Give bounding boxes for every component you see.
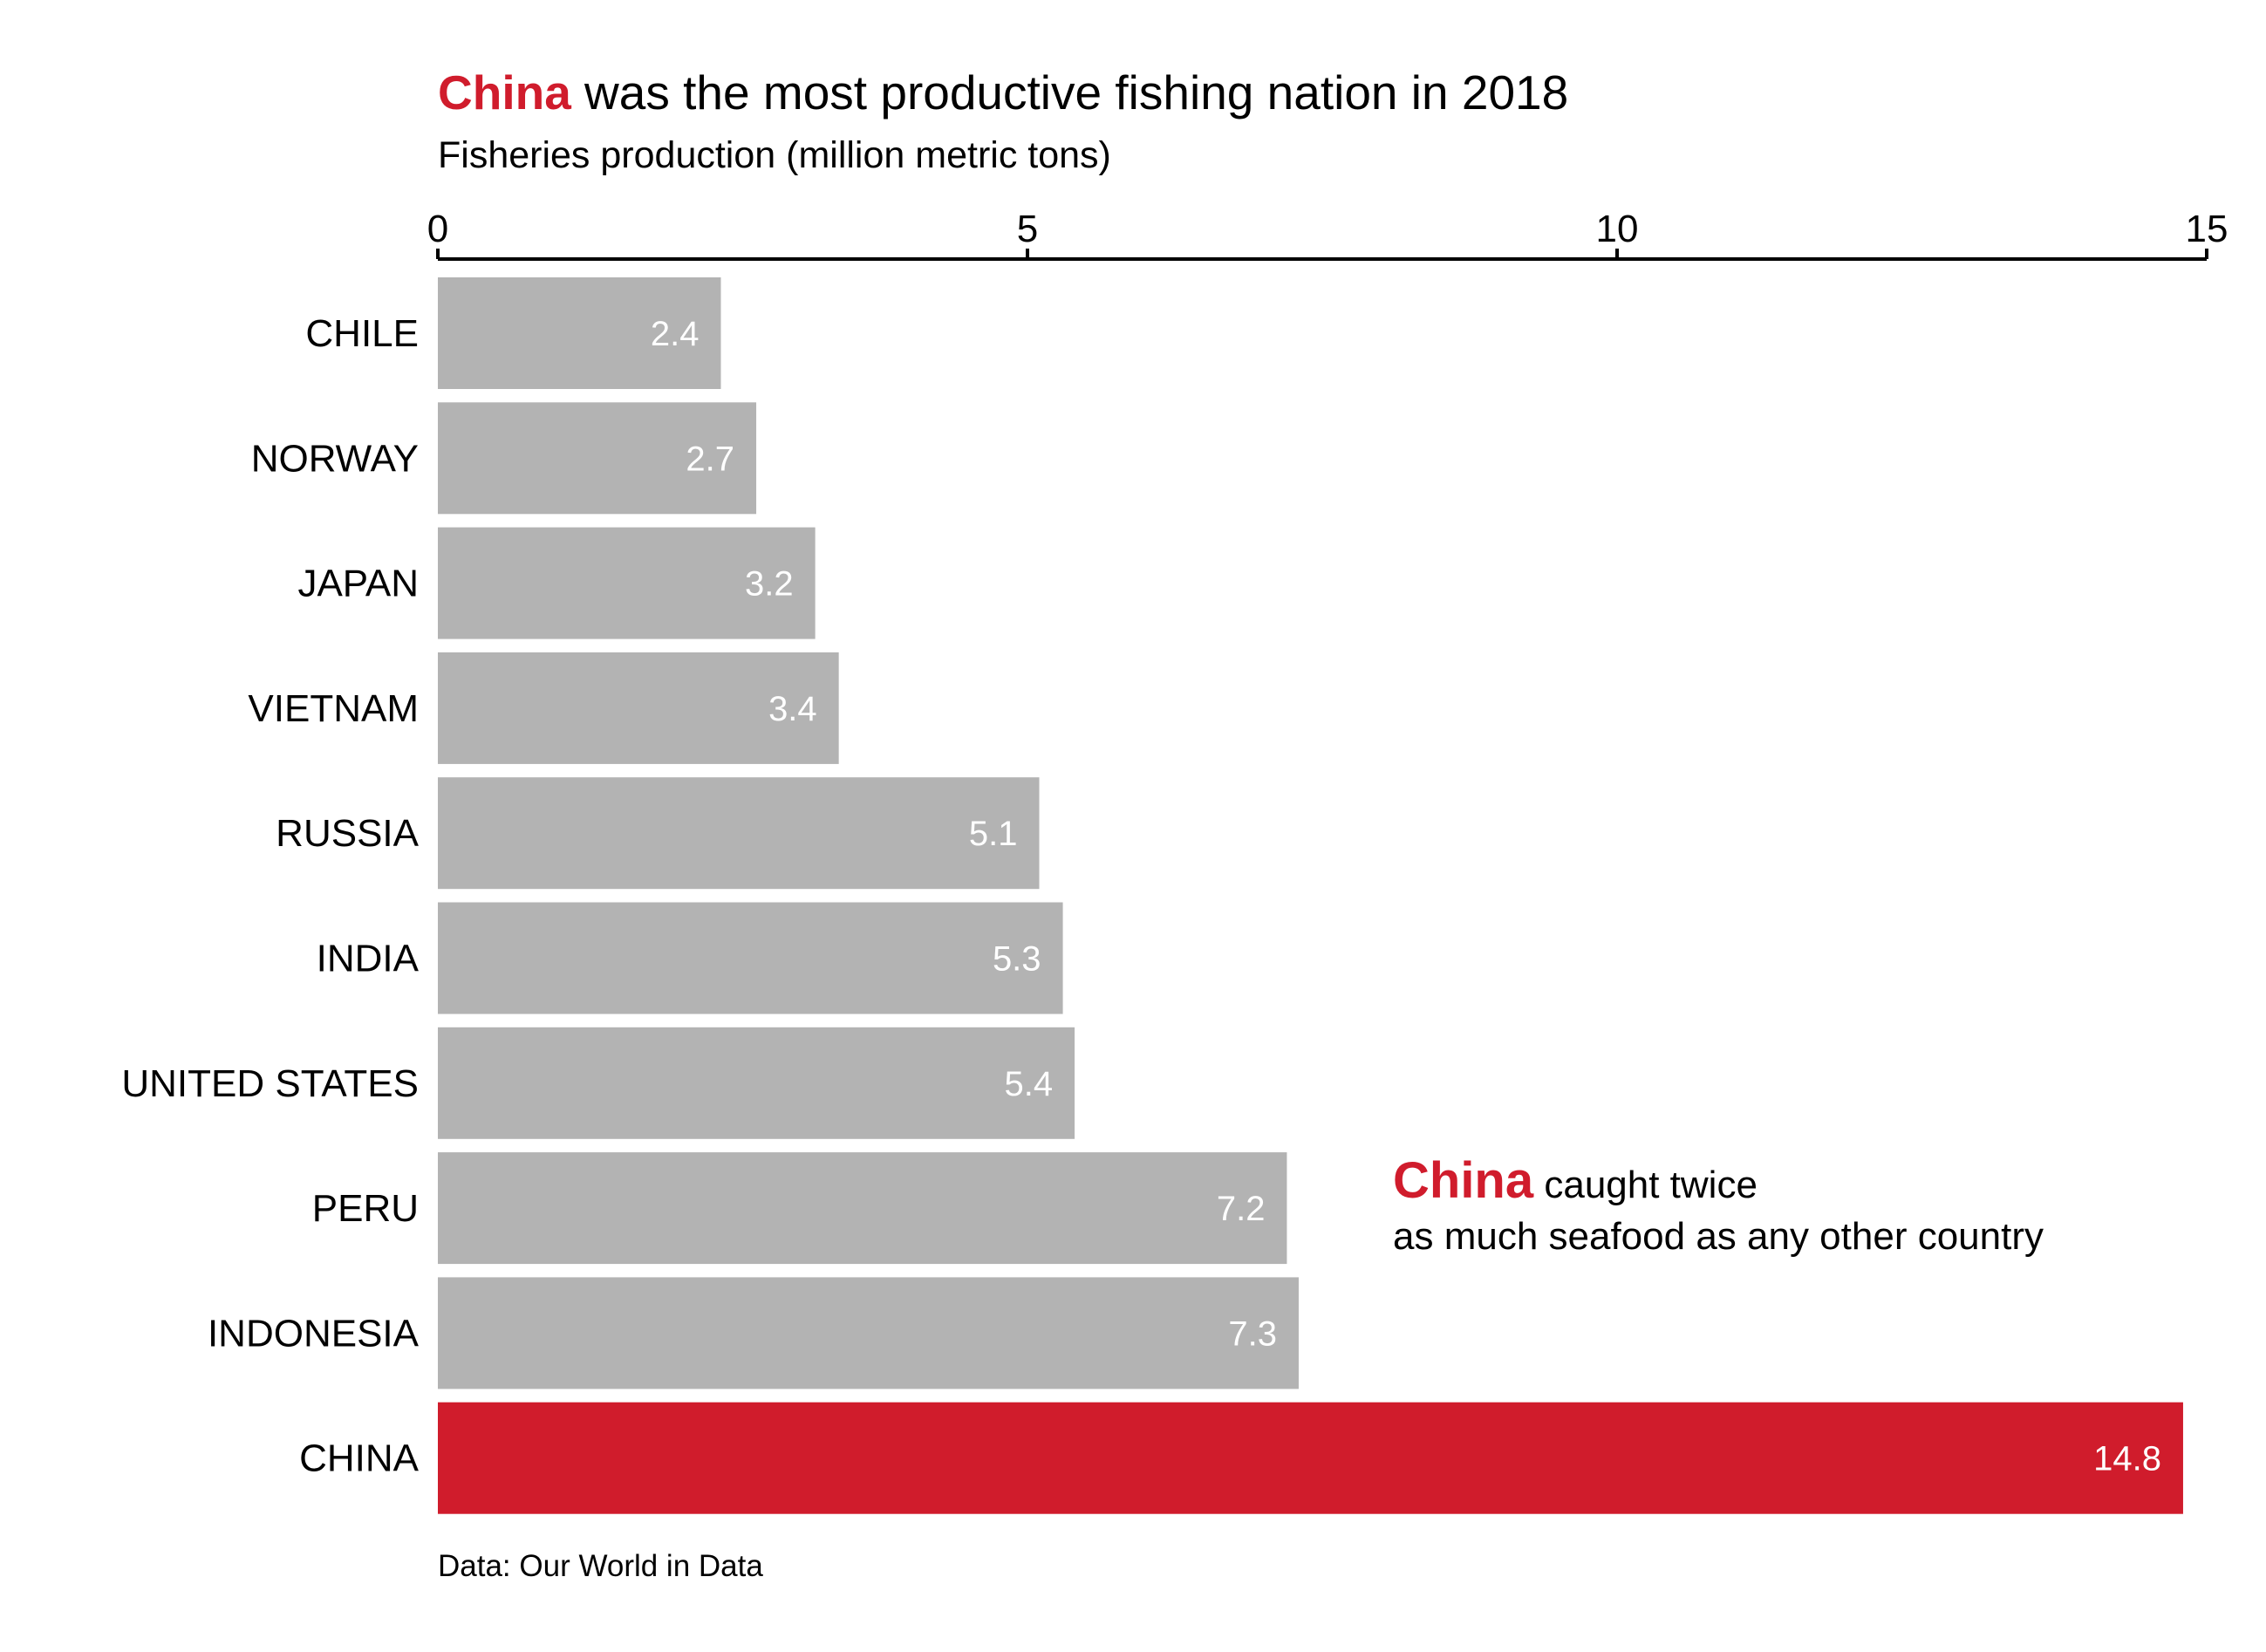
bar-value-label: 14.8 <box>2093 1440 2161 1478</box>
bar-value-label: 2.7 <box>686 440 734 478</box>
bar <box>438 277 721 389</box>
bar-value-label: 7.3 <box>1228 1314 1277 1353</box>
bar-value-label: 5.4 <box>1004 1065 1053 1103</box>
bar <box>438 777 1040 890</box>
bar <box>438 1402 2183 1514</box>
annotation-line-2: as much seafood as any other country <box>1393 1215 2044 1258</box>
bar <box>438 402 757 515</box>
annotation-line-1: China caught twice <box>1393 1152 1758 1209</box>
source-note: Data: Our World in Data <box>438 1549 763 1583</box>
x-tick-label: 0 <box>427 208 448 250</box>
chart-title-highlight: China <box>438 65 571 119</box>
chart-title: China was the most productive fishing na… <box>438 65 1568 119</box>
category-label: RUSSIA <box>276 812 419 855</box>
annotation-highlight: China <box>1393 1152 1534 1209</box>
bar-value-label: 5.1 <box>969 815 1018 853</box>
category-label: INDIA <box>317 938 420 980</box>
x-axis: 0 5 10 15 <box>427 208 2228 261</box>
bars-group: CHILE 2.4 NORWAY 2.7 JAPAN 3.2 VIETNAM 3.4 RUSSI… <box>121 277 2183 1514</box>
bar-value-label: 5.3 <box>993 940 1041 979</box>
bar <box>438 652 839 764</box>
bar-value-label: 3.2 <box>745 565 794 604</box>
x-tick-label: 10 <box>1596 208 1639 250</box>
category-label: INDONESIA <box>208 1312 420 1355</box>
category-label: JAPAN <box>297 563 419 605</box>
chart-subtitle: Fisheries production (million metric ton… <box>438 134 1111 176</box>
bar-value-label: 3.4 <box>768 690 817 728</box>
bar-value-label: 2.4 <box>651 315 700 353</box>
x-tick-label: 5 <box>1017 208 1038 250</box>
chart-title-rest: was the most productive fishing nation i… <box>571 65 1568 119</box>
bar <box>438 902 1063 1014</box>
annotation-line-1-rest: caught twice <box>1533 1164 1758 1206</box>
category-label: NORWAY <box>251 437 419 480</box>
bar <box>438 1277 1299 1389</box>
category-label: PERU <box>312 1187 419 1230</box>
bar-value-label: 7.2 <box>1217 1190 1266 1228</box>
bar <box>438 1027 1075 1139</box>
x-tick-label: 15 <box>2186 208 2228 250</box>
category-label: UNITED STATES <box>121 1062 419 1105</box>
bar <box>438 527 816 639</box>
category-label: CHINA <box>299 1437 420 1480</box>
bar <box>438 1152 1287 1265</box>
category-label: VIETNAM <box>248 687 419 730</box>
category-label: CHILE <box>305 312 419 355</box>
